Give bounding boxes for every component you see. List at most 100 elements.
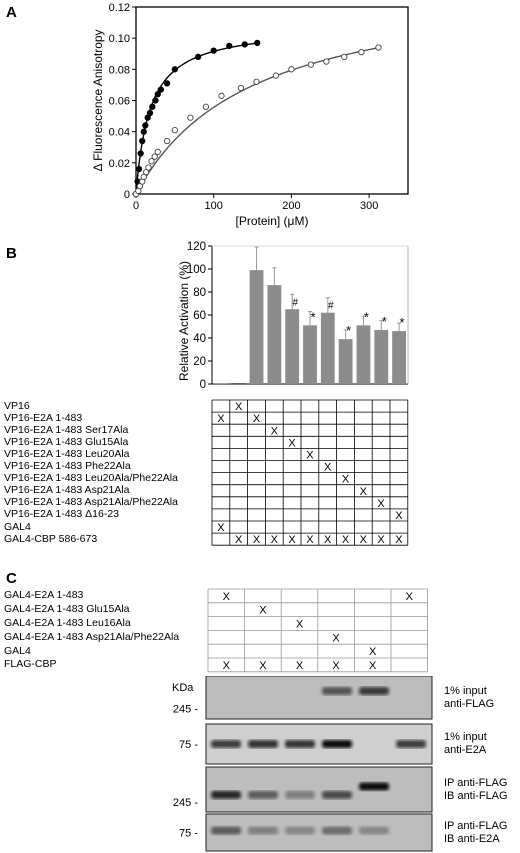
table-row-label: GAL4-E2A 1-483 Glu15Ala — [4, 603, 130, 616]
blot-band — [359, 782, 389, 791]
table-mark: X — [253, 413, 261, 425]
y-tick-label: 0.04 — [109, 127, 130, 139]
table-row-label: VP16-E2A 1-483 Asp21Ala/Phe22Ala — [4, 496, 178, 509]
blot-label-top: 1% input — [444, 684, 487, 697]
blot-strip — [205, 766, 433, 813]
table-mark: X — [288, 534, 296, 546]
table-row-label: GAL4 — [4, 520, 31, 533]
blot-band — [285, 790, 315, 799]
table-row-label: VP16-E2A 1-483 Ser17Ala — [4, 423, 129, 436]
blot-band — [359, 687, 389, 696]
table-mark: X — [306, 534, 314, 546]
y-tick-label: 40 — [193, 333, 206, 345]
data-point — [237, 84, 245, 92]
blot-band — [211, 740, 241, 748]
table-mark: X — [369, 646, 377, 658]
table-row-label: GAL4-E2A 1-483 — [4, 589, 84, 602]
blot-band — [248, 740, 278, 748]
table-row-label: GAL4 — [4, 644, 31, 657]
blot-label-bottom: IB anti-FLAG — [444, 789, 508, 802]
blot-label-bottom: anti-FLAG — [444, 697, 495, 710]
table-mark: X — [369, 660, 377, 672]
data-point — [210, 47, 217, 54]
blot-band — [322, 740, 352, 748]
data-point — [171, 66, 179, 73]
significance-label: * — [346, 323, 351, 338]
blot-strip — [205, 723, 433, 765]
x-axis-label: [Protein] (μM) — [236, 214, 309, 228]
significance-label: # — [328, 301, 334, 312]
data-point — [323, 58, 330, 65]
y-tick-label: 0.10 — [109, 33, 130, 45]
blot-label-bottom: anti-E2A — [444, 744, 487, 756]
table-mark: X — [271, 534, 279, 546]
data-point — [152, 97, 159, 104]
bar — [303, 325, 317, 384]
table-row-label: VP16-E2A 1-483 Δ16-23 — [4, 508, 120, 521]
table-mark: X — [332, 632, 340, 644]
blot-band — [396, 740, 426, 748]
table-mark: X — [259, 660, 267, 672]
x-tick-label: 300 — [360, 200, 378, 212]
table-mark: X — [296, 660, 304, 672]
y-tick-label: 0 — [200, 379, 206, 391]
data-point — [154, 91, 161, 98]
table-row-label: GAL4-E2A 1-483 Leu16Ala — [4, 617, 131, 629]
data-point — [142, 122, 149, 129]
kda-label: KDa — [172, 682, 194, 694]
table-row-label: VP16-E2A 1-483 Glu15Ala — [4, 435, 129, 448]
table-mark: X — [324, 534, 332, 546]
panel-letter-b: B — [6, 245, 17, 262]
fit-curve-0 — [135, 42, 258, 195]
binding-curve-chart: 0 0.02 0.04 0.06 0.08 0.10 0.12 0 100 200 300 [Prot… — [91, 2, 409, 228]
table-mark: X — [288, 437, 296, 449]
y-tick-label: 0 — [124, 189, 130, 201]
significance-label: * — [400, 315, 405, 330]
data-point — [226, 42, 233, 50]
data-point — [375, 44, 382, 51]
table-mark: X — [406, 591, 414, 603]
y-tick-label: 60 — [193, 310, 206, 322]
table-row-label: VP16 — [4, 399, 30, 412]
data-point — [149, 103, 156, 110]
table-mark: X — [217, 413, 225, 425]
bar — [374, 329, 389, 384]
table-mark: X — [223, 591, 231, 603]
table-mark: X — [223, 660, 231, 672]
blot-band — [322, 826, 352, 835]
y-tick-label: 0.06 — [109, 96, 130, 108]
data-point — [307, 61, 315, 68]
table-row-label: VP16-E2A 1-483 Leu20Ala — [4, 447, 130, 460]
table-mark: X — [217, 522, 225, 534]
panel-letter-c: C — [6, 570, 17, 587]
table-mark: X — [360, 486, 368, 498]
western-blot-panel: KDa 245 -75 -245 -75 -1% input anti-FLAG 1%… — [0, 676, 520, 853]
blot-band — [285, 740, 315, 748]
blot-label-top: IP anti-FLAG — [444, 819, 508, 832]
table-mark: X — [296, 619, 304, 631]
blot-band — [248, 790, 278, 799]
data-point — [218, 92, 225, 99]
construct-table-c: GAL4-E2A 1-483 GAL4-E2A 1-483 Glu15Ala GAL… — [0, 585, 520, 675]
significance-label: * — [382, 314, 387, 329]
y-tick-label: 20 — [193, 356, 206, 368]
table-mark: X — [235, 401, 243, 413]
data-point — [288, 66, 295, 73]
bar — [214, 383, 228, 385]
table-mark: X — [377, 498, 385, 510]
blot-label-bottom: IB anti-E2A — [444, 832, 500, 845]
data-point — [151, 153, 158, 160]
blot-label-top: IP anti-FLAG — [444, 776, 508, 789]
bar — [285, 309, 300, 384]
x-tick-label: 0 — [133, 200, 139, 212]
data-point — [157, 86, 165, 93]
significance-label: # — [292, 297, 298, 308]
table-mark: X — [259, 605, 267, 617]
mw-marker-label: 245 - — [173, 797, 198, 809]
data-point — [154, 148, 161, 156]
x-tick-label: 100 — [205, 200, 223, 212]
blot-strip — [205, 813, 433, 852]
data-point — [146, 109, 154, 117]
